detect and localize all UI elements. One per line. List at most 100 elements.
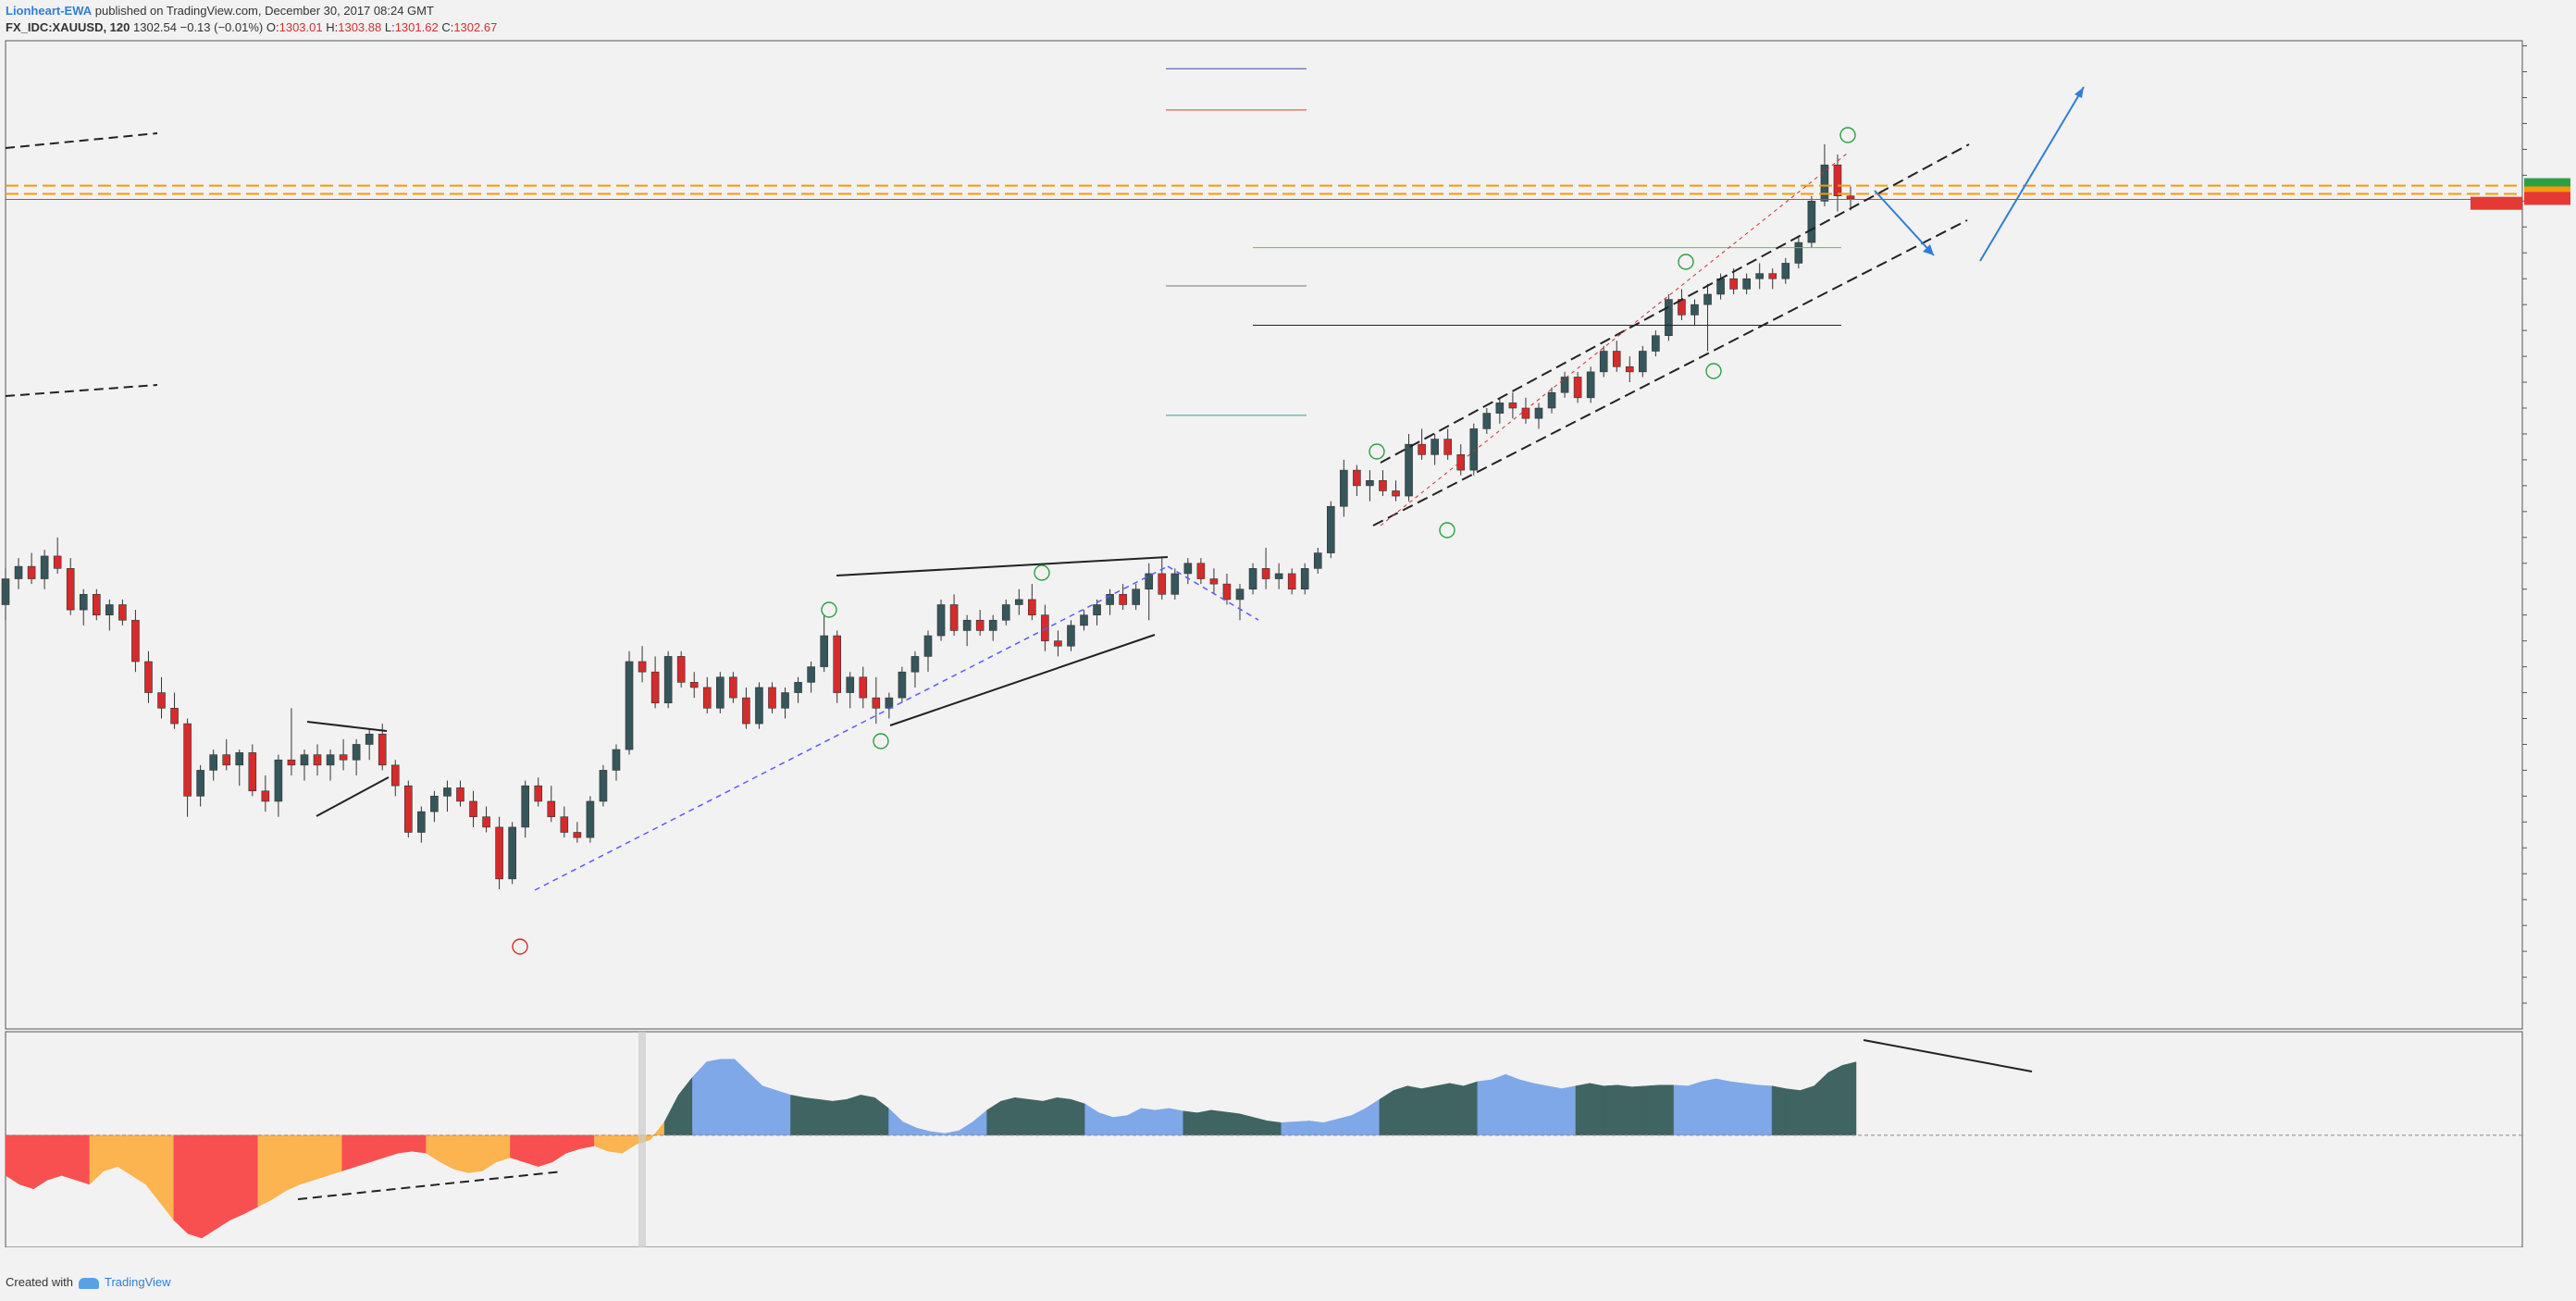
candle-body bbox=[729, 676, 737, 699]
oscillator-bar bbox=[47, 1134, 62, 1181]
candle-body bbox=[1755, 273, 1765, 279]
oscillator-bar bbox=[5, 1134, 20, 1185]
trendline bbox=[889, 634, 1156, 726]
candle-body bbox=[1807, 201, 1816, 243]
candle-body bbox=[1353, 469, 1361, 487]
candle-body bbox=[768, 687, 776, 709]
candle-body bbox=[1560, 377, 1569, 393]
candle-body bbox=[1703, 293, 1712, 305]
trendline bbox=[306, 721, 388, 732]
oscillator-bar bbox=[706, 1059, 721, 1136]
oscillator-bar bbox=[1505, 1073, 1520, 1136]
candle-body bbox=[235, 752, 244, 766]
candle-body bbox=[261, 790, 270, 802]
candle-body bbox=[430, 796, 439, 812]
oscillator-bar bbox=[299, 1134, 315, 1185]
candle-body bbox=[1183, 563, 1193, 575]
published-text: published on TradingView.com, December 3… bbox=[92, 4, 434, 18]
candle-body bbox=[170, 708, 179, 725]
candle-body bbox=[1833, 164, 1842, 197]
trendline bbox=[316, 776, 390, 817]
candle-body bbox=[1041, 614, 1049, 641]
candle-body bbox=[885, 697, 894, 709]
oscillator-bar bbox=[33, 1134, 48, 1190]
candle-body bbox=[378, 733, 387, 766]
candle-body bbox=[923, 635, 933, 657]
oscillator-bar bbox=[467, 1134, 483, 1173]
oscillator-bar bbox=[1449, 1083, 1465, 1136]
candle-body bbox=[599, 770, 608, 802]
candle-body bbox=[1405, 443, 1413, 497]
candle-body bbox=[118, 604, 127, 621]
candle-body bbox=[248, 752, 257, 792]
oscillator-bar bbox=[1659, 1084, 1675, 1136]
candle-body bbox=[92, 594, 101, 615]
oscillator-bar bbox=[720, 1059, 736, 1136]
oscillator-bar bbox=[1463, 1081, 1479, 1136]
oscillator-bar bbox=[257, 1134, 273, 1208]
candle-body bbox=[820, 635, 828, 667]
candle-body bbox=[339, 754, 348, 761]
candle-body bbox=[781, 692, 789, 709]
candle-body bbox=[586, 800, 595, 838]
candle-body bbox=[859, 676, 868, 699]
candle-body bbox=[300, 754, 309, 766]
trendline bbox=[1863, 1039, 2033, 1072]
oscillator-bar bbox=[1155, 1108, 1170, 1136]
tradingview-brand[interactable]: TradingView bbox=[104, 1275, 171, 1289]
oscillator-bar bbox=[1000, 1097, 1016, 1136]
oscillator-bar bbox=[790, 1095, 805, 1136]
created-with-text: Created with bbox=[6, 1275, 73, 1289]
candle-body bbox=[14, 565, 23, 579]
candle-body bbox=[1080, 614, 1088, 626]
candle-body bbox=[534, 785, 543, 802]
oscillator-bar bbox=[804, 1097, 820, 1136]
candle-body bbox=[1573, 377, 1582, 399]
candle-body bbox=[1392, 490, 1400, 497]
candle-body bbox=[898, 671, 907, 699]
oscillator-bar bbox=[1141, 1108, 1156, 1136]
candle-body bbox=[755, 687, 763, 725]
candle-body bbox=[975, 619, 985, 631]
oscillator-bar bbox=[1589, 1083, 1604, 1136]
candle-body bbox=[1014, 599, 1023, 605]
oscillator-bar bbox=[1071, 1098, 1085, 1136]
candle-body bbox=[482, 816, 490, 828]
author-link[interactable]: Lionheart-EWA bbox=[6, 4, 93, 18]
oscillator-bar bbox=[1519, 1079, 1534, 1136]
candle-body bbox=[1366, 479, 1374, 487]
oscillator-bar bbox=[243, 1134, 258, 1215]
candle-body bbox=[702, 687, 712, 709]
price-change: −0.13 (−0.01%) bbox=[180, 20, 264, 34]
candle-body bbox=[807, 666, 815, 683]
trendline bbox=[534, 565, 1169, 891]
candle-body bbox=[157, 692, 166, 709]
candle-body bbox=[313, 754, 322, 766]
candle-body bbox=[404, 785, 413, 833]
oscillator-bar bbox=[1757, 1084, 1773, 1136]
candle-body bbox=[1534, 407, 1543, 419]
oscillator-bar bbox=[355, 1134, 371, 1168]
oscillator-bar bbox=[412, 1134, 427, 1154]
candle-body bbox=[949, 604, 959, 631]
candle-body bbox=[1067, 625, 1075, 647]
candle-body bbox=[1235, 589, 1245, 601]
oscillator-bar bbox=[1715, 1078, 1730, 1136]
candle-body bbox=[1209, 578, 1219, 585]
candle-body bbox=[1418, 443, 1426, 455]
candle-body bbox=[508, 826, 516, 880]
projection-arrow bbox=[1874, 190, 1935, 256]
oscillator-bar bbox=[818, 1098, 834, 1136]
candle-body bbox=[1495, 403, 1505, 414]
candle-body bbox=[612, 749, 621, 771]
candle-body bbox=[573, 832, 582, 838]
oscillator-bar bbox=[1196, 1109, 1212, 1136]
candle-body bbox=[443, 787, 452, 797]
candle-body bbox=[1742, 278, 1751, 290]
candle-body bbox=[1430, 439, 1439, 455]
oscillator-bar bbox=[1308, 1121, 1324, 1136]
oscillator-bar bbox=[734, 1059, 749, 1136]
symbol-label: FX_IDC:XAUUSD, 120 bbox=[6, 20, 130, 34]
candle-body bbox=[1846, 195, 1855, 200]
